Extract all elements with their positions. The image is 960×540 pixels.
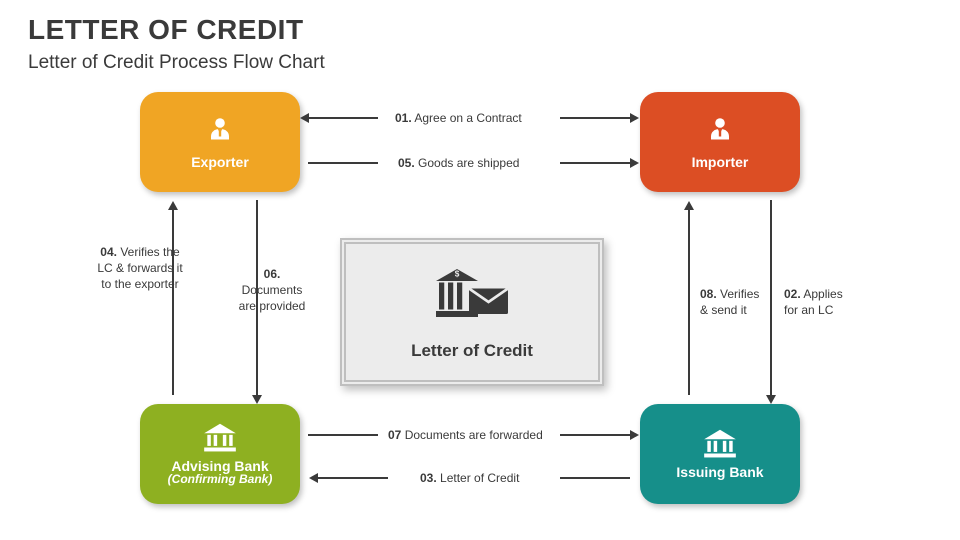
- arrow-01-right-head: [630, 113, 639, 123]
- arrow-07-left: [308, 434, 378, 436]
- arrow-03-head: [309, 473, 318, 483]
- node-issuing-label: Issuing Bank: [676, 464, 763, 480]
- arrow-06-head: [252, 395, 262, 404]
- arrow-03-right: [560, 477, 630, 479]
- center-label: Letter of Credit: [411, 341, 533, 361]
- arrow-04: [172, 210, 174, 395]
- node-exporter-label: Exporter: [191, 154, 249, 170]
- node-advising-sublabel: (Confirming Bank): [168, 472, 273, 486]
- arrow-01-right: [560, 117, 630, 119]
- step-05: 05. Goods are shipped: [398, 155, 519, 171]
- arrow-07-head: [630, 430, 639, 440]
- arrow-05-head: [630, 158, 639, 168]
- node-advising-bank: Advising Bank (Confirming Bank): [140, 404, 300, 504]
- arrow-05-right: [560, 162, 630, 164]
- node-importer: Importer: [640, 92, 800, 192]
- page-title: LETTER OF CREDIT: [28, 14, 304, 46]
- arrow-04-head: [168, 201, 178, 210]
- step-02: 02. Applies for an LC: [784, 286, 854, 318]
- node-issuing-bank: Issuing Bank: [640, 404, 800, 504]
- step-04: 04. Verifies the LC & forwards it to the…: [94, 244, 186, 293]
- person-icon: [702, 114, 738, 150]
- letter-of-credit-icon: $: [427, 263, 517, 335]
- node-importer-label: Importer: [692, 154, 749, 170]
- arrow-01-left: [308, 117, 378, 119]
- step-01: 01. Agree on a Contract: [395, 110, 522, 126]
- page-subtitle: Letter of Credit Process Flow Chart: [28, 52, 325, 74]
- arrow-08-head: [684, 201, 694, 210]
- center-panel: $ Letter of Credit: [340, 238, 604, 386]
- bank-icon: [701, 428, 739, 460]
- step-03: 03. Letter of Credit: [420, 470, 519, 486]
- svg-text:$: $: [455, 270, 460, 279]
- arrow-05-left: [308, 162, 378, 164]
- bank-icon: [201, 422, 239, 454]
- arrow-02-head: [766, 395, 776, 404]
- step-06: 06. Documents are provided: [232, 266, 312, 315]
- step-08: 08. Verifies & send it: [700, 286, 762, 318]
- arrow-03-left: [318, 477, 388, 479]
- step-07: 07 Documents are forwarded: [388, 427, 543, 443]
- node-exporter: Exporter: [140, 92, 300, 192]
- arrow-08: [688, 210, 690, 395]
- arrow-01-left-head: [300, 113, 309, 123]
- arrow-07-right: [560, 434, 630, 436]
- arrow-02: [770, 200, 772, 395]
- person-icon: [202, 114, 238, 150]
